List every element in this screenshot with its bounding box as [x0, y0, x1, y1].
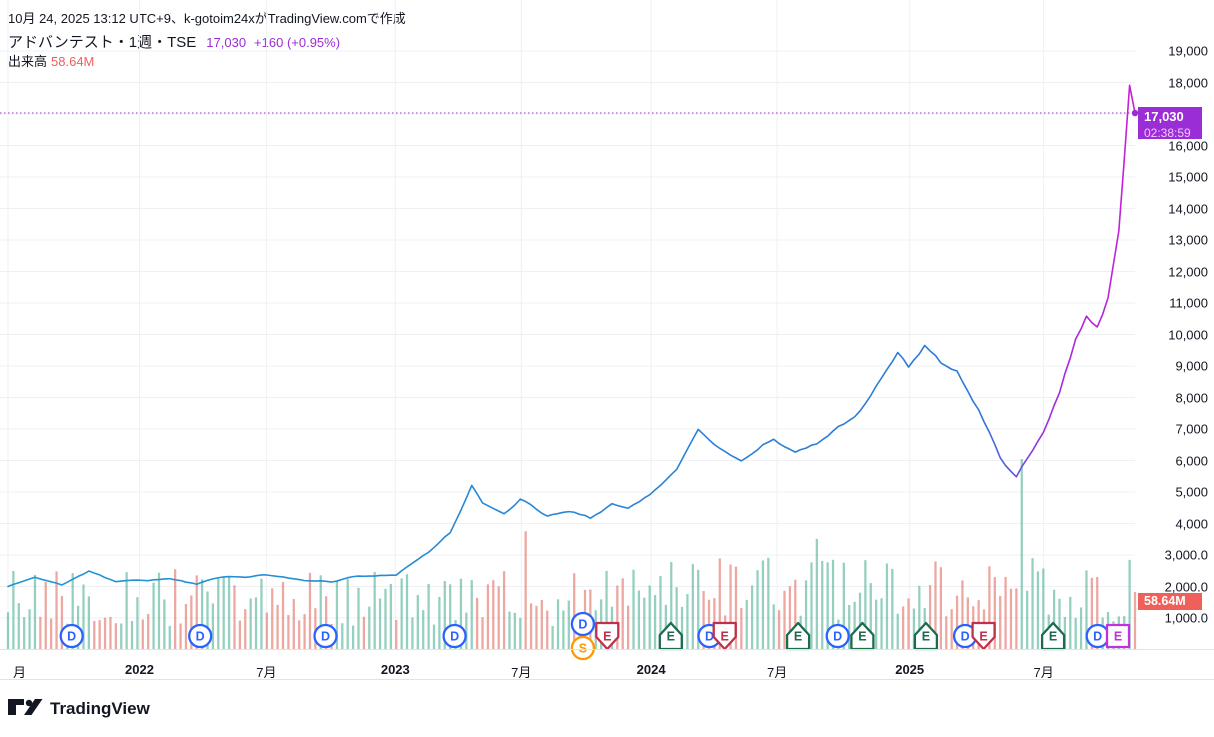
- svg-text:TradingView: TradingView: [50, 699, 151, 718]
- svg-text:E: E: [1114, 630, 1122, 644]
- svg-text:D: D: [578, 618, 587, 632]
- svg-text:D: D: [196, 630, 205, 644]
- svg-text:E: E: [922, 630, 930, 644]
- svg-text:D: D: [67, 630, 76, 644]
- svg-text:D: D: [833, 630, 842, 644]
- svg-text:E: E: [979, 630, 987, 644]
- svg-text:E: E: [1049, 630, 1057, 644]
- svg-text:D: D: [450, 630, 459, 644]
- svg-text:D: D: [321, 630, 330, 644]
- svg-text:E: E: [858, 630, 866, 644]
- svg-text:E: E: [794, 630, 802, 644]
- svg-text:D: D: [1093, 630, 1102, 644]
- svg-text:E: E: [667, 630, 675, 644]
- svg-text:E: E: [603, 630, 611, 644]
- svg-text:D: D: [961, 630, 970, 644]
- svg-text:E: E: [721, 630, 729, 644]
